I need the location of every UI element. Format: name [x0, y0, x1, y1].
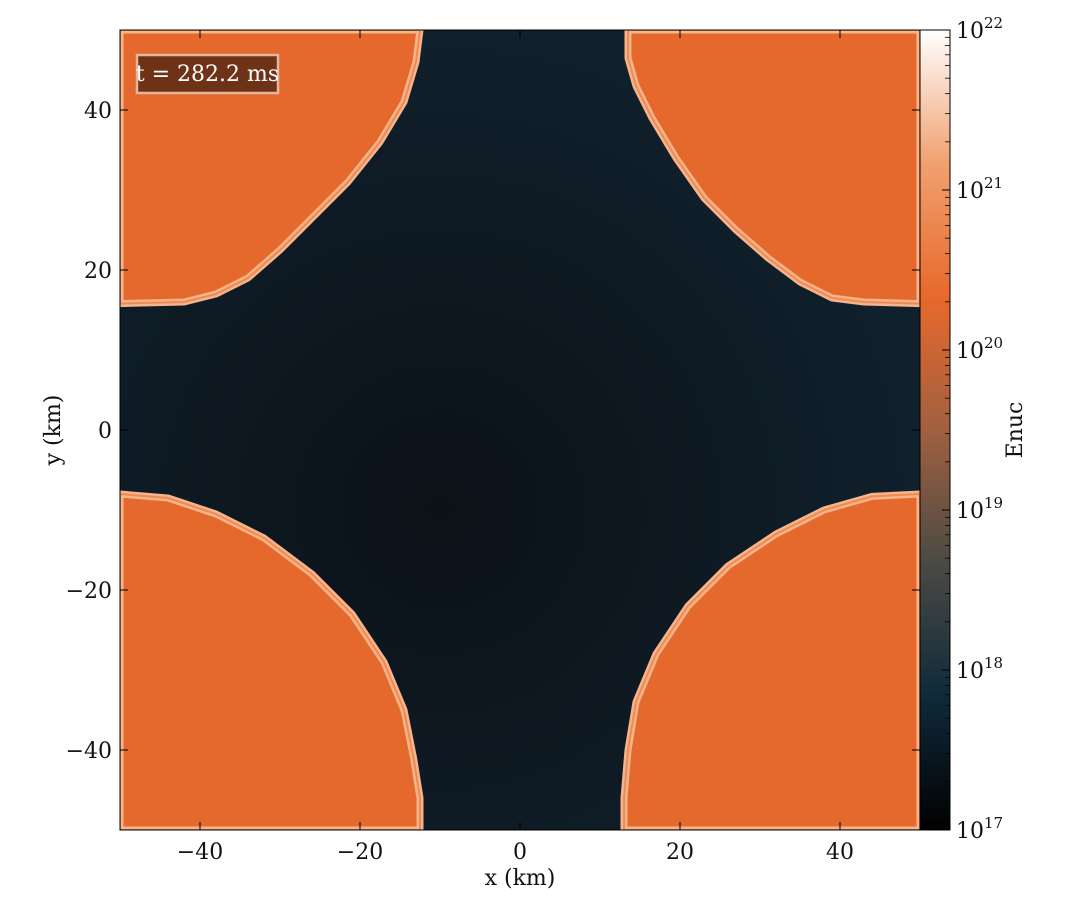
time-annotation-text: t = 282.2 ms — [136, 62, 279, 87]
colorbar-tick-label: 1018 — [956, 654, 1003, 684]
x-axis-ticks: −40 −20 0 20 40 — [177, 30, 854, 865]
x-tick-label: 40 — [826, 840, 854, 865]
y-tick-label: 40 — [84, 99, 112, 124]
colorbar-label: Enuc — [1003, 402, 1028, 459]
y-axis-ticks: −40 −20 0 20 40 — [66, 99, 920, 764]
region-2-inner-rim — [627, 30, 920, 305]
x-tick-label: 20 — [666, 840, 694, 865]
region-3-inner-rim — [120, 492, 421, 830]
y-axis-label: y (km) — [41, 395, 66, 467]
x-tick-label: −20 — [337, 840, 383, 865]
y-tick-label: 20 — [84, 259, 112, 284]
x-axis-label: x (km) — [485, 866, 556, 891]
time-annotation-box — [135, 53, 280, 95]
plot-area: −40 −20 0 20 40 −40 −20 0 20 40 — [66, 29, 921, 865]
colorbar-fill — [920, 30, 950, 830]
colorbar-ticks: 1017 1018 1019 1020 1021 1022 — [942, 14, 1003, 844]
y-tick-label: −40 — [66, 739, 112, 764]
x-tick-label: −40 — [177, 840, 223, 865]
region-4-inner-rim — [623, 492, 920, 830]
y-tick-label: −20 — [66, 579, 112, 604]
x-tick-label: 0 — [513, 840, 527, 865]
region-1-inner-rim — [120, 30, 422, 305]
time-annotation: t = 282.2 ms — [135, 53, 280, 95]
regions-layer — [120, 30, 920, 830]
colorbar: 1017 1018 1019 1020 1021 1022 Enuc — [919, 14, 1028, 844]
colorbar-tick-label: 1022 — [956, 14, 1003, 44]
y-tick-label: 0 — [98, 419, 112, 444]
colorbar-frame — [919, 29, 951, 831]
colorbar-tick-label: 1021 — [956, 174, 1003, 204]
colorbar-tick-label: 1017 — [956, 814, 1003, 844]
colorbar-tick-label: 1020 — [956, 334, 1003, 364]
colorbar-tick-label: 1019 — [956, 494, 1003, 524]
